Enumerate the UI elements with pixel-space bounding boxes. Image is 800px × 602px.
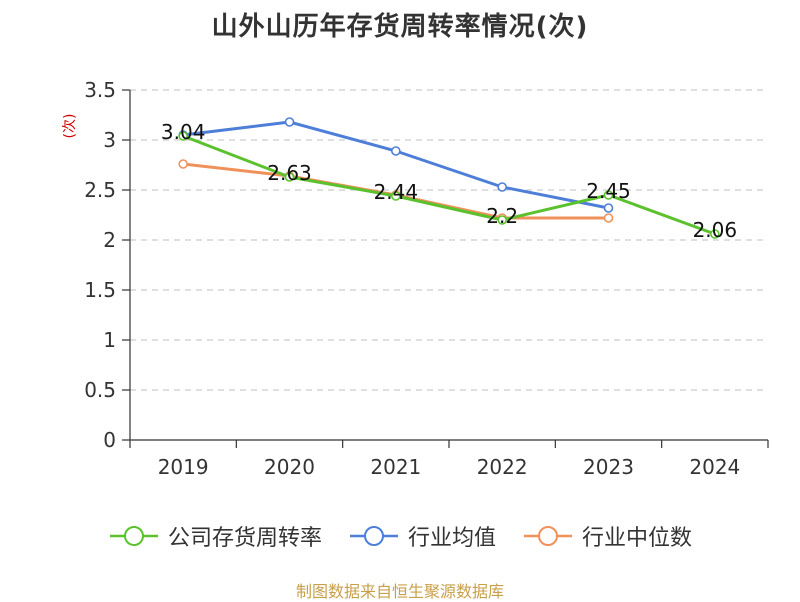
data-point xyxy=(391,191,401,201)
data-label: 2.2 xyxy=(486,204,518,228)
legend-label: 行业均值 xyxy=(407,526,496,551)
x-tick-label: 2021 xyxy=(370,455,421,479)
x-tick-label: 2019 xyxy=(158,455,209,479)
data-point xyxy=(603,203,614,213)
legend-swatch-marker xyxy=(538,526,558,546)
y-tick-label: 1 xyxy=(103,328,116,352)
legend: 公司存货周转率 行业均值 行业中位数 xyxy=(0,520,800,552)
data-label: 2.44 xyxy=(374,180,419,204)
data-label: 3.04 xyxy=(161,120,206,144)
y-tick-label: 3.5 xyxy=(84,78,116,102)
x-tick-label: 2023 xyxy=(583,455,634,479)
legend-swatch-icon xyxy=(524,526,572,546)
legend-swatch-marker xyxy=(123,526,144,546)
chart-title: 山外山历年存货周转率情况(次) xyxy=(211,12,589,42)
data-point xyxy=(178,159,188,169)
series-line xyxy=(182,134,716,236)
data-point xyxy=(603,190,614,200)
data-point xyxy=(178,131,188,141)
data-point xyxy=(603,213,614,223)
data-point xyxy=(497,215,507,225)
y-tick-label: 1.5 xyxy=(84,278,116,302)
legend-item[interactable]: 行业均值 xyxy=(348,520,496,552)
y-tick-label: 0 xyxy=(103,428,116,452)
data-point xyxy=(284,117,295,127)
data-label: 2.06 xyxy=(693,218,738,242)
x-tick-label: 2020 xyxy=(264,455,315,479)
legend-label: 公司存货周转率 xyxy=(167,526,322,551)
data-point xyxy=(497,182,507,192)
y-tick-label: 3 xyxy=(103,128,116,152)
legend-item[interactable]: 公司存货周转率 xyxy=(108,520,322,552)
data-label: 2.45 xyxy=(586,179,631,203)
data-point xyxy=(710,229,720,239)
source-note: 制图数据来自恒生聚源数据库 xyxy=(295,582,504,601)
x-tick-label: 2022 xyxy=(477,455,528,479)
legend-swatch-marker xyxy=(363,526,384,546)
y-tick-label: 0.5 xyxy=(84,378,116,402)
data-label: 2.63 xyxy=(267,161,312,185)
data-point xyxy=(284,172,295,182)
legend-swatch-icon xyxy=(109,526,158,546)
x-tick-label: 2024 xyxy=(689,455,740,479)
legend-swatch-icon xyxy=(349,526,398,546)
legend-label: 行业中位数 xyxy=(582,526,693,551)
y-axis-label: (次) xyxy=(62,114,78,139)
y-tick-label: 2 xyxy=(103,228,116,252)
y-tick-label: 2.5 xyxy=(84,178,116,202)
legend-item[interactable]: 行业中位数 xyxy=(522,520,692,552)
data-point xyxy=(391,146,401,156)
